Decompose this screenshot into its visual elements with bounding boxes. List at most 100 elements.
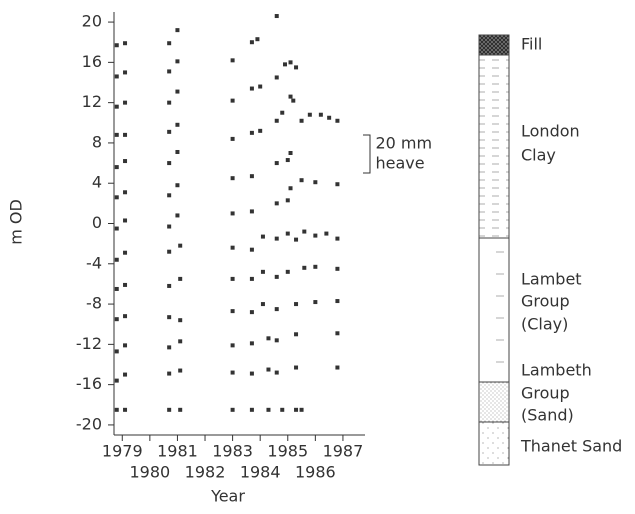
point-marker: [285, 198, 290, 203]
point-marker: [167, 407, 172, 412]
point-marker: [123, 343, 128, 348]
y-tick-label: -16: [76, 374, 102, 393]
y-tick-label: 12: [82, 92, 102, 111]
point-marker: [249, 174, 254, 179]
point-marker: [283, 62, 288, 67]
point-marker: [230, 407, 235, 412]
point-marker: [274, 161, 279, 166]
point-marker: [175, 122, 180, 127]
y-axis-label: m OD: [7, 199, 26, 245]
point-marker: [123, 250, 128, 255]
point-marker: [258, 128, 263, 133]
point-marker: [249, 341, 254, 346]
point-marker: [123, 314, 128, 319]
point-marker: [335, 236, 340, 241]
point-marker: [266, 367, 271, 372]
point-marker: [114, 165, 119, 170]
strata-label: Lambeth: [521, 361, 592, 380]
thanet-sand-layer: [478, 421, 510, 466]
point-marker: [260, 234, 265, 239]
point-marker: [123, 407, 128, 412]
point-marker: [288, 60, 293, 65]
strata-label: London: [521, 122, 580, 141]
y-tick-label: 8: [92, 132, 102, 151]
point-marker: [114, 407, 119, 412]
point-marker: [123, 218, 128, 223]
point-marker: [167, 345, 172, 350]
point-marker: [114, 132, 119, 137]
point-marker: [249, 310, 254, 315]
strata-column: [478, 34, 510, 466]
point-marker: [178, 407, 183, 412]
point-marker: [114, 286, 119, 291]
point-marker: [114, 317, 119, 322]
strata-label: (Clay): [521, 315, 568, 334]
point-marker: [167, 315, 172, 320]
point-marker: [274, 274, 279, 279]
x-tick-label: 1981: [157, 442, 198, 461]
point-marker: [230, 98, 235, 103]
point-marker: [175, 89, 180, 94]
point-marker: [288, 151, 293, 155]
point-marker: [280, 110, 285, 115]
point-marker: [249, 407, 254, 412]
point-marker: [285, 158, 290, 163]
point-marker: [335, 299, 340, 304]
point-marker: [249, 209, 254, 214]
point-marker: [285, 269, 290, 274]
point-marker: [114, 74, 119, 79]
x-tick-label: 1986: [295, 463, 336, 482]
point-marker: [178, 243, 183, 248]
y-tick-label: 16: [82, 52, 102, 71]
point-marker: [335, 331, 340, 336]
point-marker: [294, 365, 299, 370]
y-tick-label: 20: [82, 12, 102, 31]
point-marker: [123, 282, 128, 287]
point-marker: [288, 94, 293, 99]
point-marker: [114, 349, 119, 354]
point-marker: [123, 132, 128, 137]
point-marker: [249, 130, 254, 135]
annotation: 20 mm: [375, 134, 432, 153]
y-tick-label: -20: [76, 414, 102, 433]
point-marker: [175, 59, 180, 64]
point-marker: [313, 264, 318, 269]
point-marker: [178, 276, 183, 281]
point-marker: [335, 266, 340, 271]
point-marker: [299, 407, 304, 412]
point-marker: [230, 370, 235, 375]
point-marker: [274, 236, 279, 241]
y-tick-label: -8: [86, 294, 102, 313]
point-marker: [175, 213, 180, 218]
y-tick-label: 4: [92, 173, 102, 192]
point-marker: [114, 43, 119, 48]
point-marker: [260, 302, 265, 307]
point-marker: [274, 14, 279, 19]
annotation: heave: [375, 154, 424, 173]
point-marker: [274, 338, 279, 343]
point-marker: [294, 237, 299, 242]
point-marker: [294, 332, 299, 337]
point-marker: [318, 112, 323, 117]
point-marker: [167, 193, 172, 198]
lambeth-clay-layer: [478, 237, 510, 383]
point-marker: [294, 407, 299, 412]
point-marker: [123, 159, 128, 164]
strata-label: Clay: [521, 146, 556, 165]
point-marker: [230, 58, 235, 63]
x-tick-label: 1980: [129, 463, 170, 482]
point-marker: [167, 224, 172, 229]
point-marker: [178, 318, 183, 323]
point-marker: [313, 180, 318, 185]
point-marker: [335, 182, 340, 187]
point-marker: [178, 368, 183, 373]
point-marker: [291, 98, 296, 103]
point-marker: [230, 276, 235, 281]
point-marker: [230, 343, 235, 348]
point-marker: [313, 233, 318, 238]
point-marker: [249, 276, 254, 281]
point-marker: [313, 300, 318, 305]
x-axis-label: Year: [210, 487, 245, 506]
x-tick-label: 1984: [240, 463, 281, 482]
point-marker: [114, 195, 119, 200]
